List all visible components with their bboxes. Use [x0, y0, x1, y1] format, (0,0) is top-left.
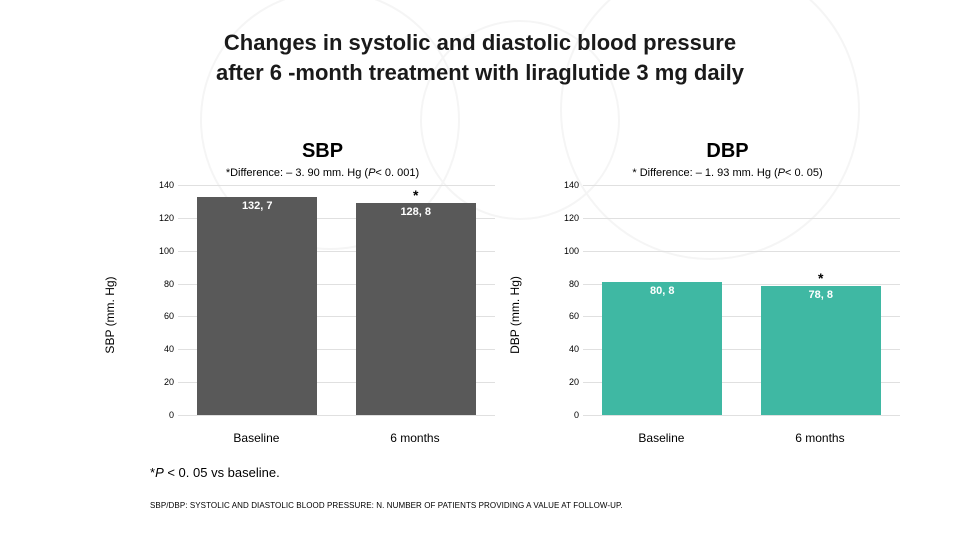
dbp-bar-wrap: 80, 8: [602, 185, 722, 415]
sbp-chart-title: SBP: [150, 140, 495, 163]
sbp-ytick-label: 100: [154, 246, 174, 256]
sbp-ytick-label: 40: [154, 344, 174, 354]
sbp-diff-note: *Difference: – 3. 90 mm. Hg (P< 0. 001): [150, 167, 495, 179]
dbp-x-category-label: Baseline: [638, 431, 684, 445]
dbp-diff-prefix: * Difference: – 1. 93 mm. Hg (: [632, 167, 777, 179]
sbp-x-category-label: 6 months: [390, 431, 439, 445]
footnote-significance: *P < 0. 05 vs baseline.: [150, 465, 280, 480]
sbp-bar: 128, 8*: [356, 203, 476, 415]
sbp-x-labels: Baseline 6 months: [178, 431, 495, 445]
sbp-bar-value-label: 132, 7: [197, 200, 317, 212]
dbp-diff-suffix: < 0. 05): [785, 167, 823, 179]
dbp-bar: 78, 8*: [761, 286, 881, 415]
dbp-y-axis-label: DBP (mm. Hg): [508, 276, 522, 354]
dbp-ytick-label: 60: [559, 311, 579, 321]
dbp-gridline: [583, 415, 900, 416]
sbp-gridline: [178, 415, 495, 416]
dbp-diff-p: P: [778, 167, 785, 179]
dbp-ytick-label: 140: [559, 180, 579, 190]
dbp-ytick-label: 80: [559, 279, 579, 289]
sbp-ytick-label: 80: [154, 279, 174, 289]
sbp-bar-wrap: 132, 7: [197, 185, 317, 415]
sbp-diff-suffix: < 0. 001): [375, 167, 419, 179]
title-line-1: Changes in systolic and diastolic blood …: [60, 28, 900, 58]
dbp-chart: DBP * Difference: – 1. 93 mm. Hg (P< 0. …: [555, 140, 900, 445]
dbp-bar-wrap: 78, 8 *: [761, 185, 881, 415]
sbp-chart: SBP *Difference: – 3. 90 mm. Hg (P< 0. 0…: [150, 140, 495, 445]
footnote-p-italic: P: [155, 465, 164, 480]
sbp-ytick-label: 60: [154, 311, 174, 321]
sbp-x-category-label: Baseline: [233, 431, 279, 445]
dbp-ytick-label: 20: [559, 377, 579, 387]
sbp-ytick-label: 0: [154, 410, 174, 420]
dbp-bar: 80, 8: [602, 282, 722, 415]
sbp-ytick-label: 20: [154, 377, 174, 387]
sbp-bar: 132, 7: [197, 197, 317, 415]
dbp-ytick-label: 100: [559, 246, 579, 256]
dbp-bar-value-label: 80, 8: [602, 285, 722, 297]
dbp-significance-star: *: [761, 270, 881, 286]
sbp-ytick-label: 120: [154, 213, 174, 223]
page-title: Changes in systolic and diastolic blood …: [60, 28, 900, 87]
dbp-chart-title: DBP: [555, 140, 900, 163]
sbp-bar-wrap: 128, 8 *: [356, 185, 476, 415]
sbp-bar-value-label: 128, 8: [356, 206, 476, 218]
dbp-ytick-label: 40: [559, 344, 579, 354]
title-line-2: after 6 -month treatment with liraglutid…: [60, 58, 900, 88]
dbp-x-labels: Baseline 6 months: [583, 431, 900, 445]
dbp-ytick-label: 120: [559, 213, 579, 223]
dbp-bar-value-label: 78, 8: [761, 289, 881, 301]
footnote-rest: < 0. 05 vs baseline.: [164, 465, 280, 480]
sbp-y-axis-label: SBP (mm. Hg): [103, 276, 117, 353]
sbp-ytick-label: 140: [154, 180, 174, 190]
sbp-significance-star: *: [356, 187, 476, 203]
dbp-ytick-label: 0: [559, 410, 579, 420]
sbp-diff-prefix: *Difference: – 3. 90 mm. Hg (: [226, 167, 368, 179]
dbp-diff-note: * Difference: – 1. 93 mm. Hg (P< 0. 05): [555, 167, 900, 179]
dbp-x-category-label: 6 months: [795, 431, 844, 445]
sbp-plot-area: 020406080100120140132, 7128, 8*: [178, 185, 495, 415]
dbp-plot-area: 02040608010012014080, 878, 8*: [583, 185, 900, 415]
footnote-abbreviations: SBP/DBP: SYSTOLIC AND DIASTOLIC BLOOD PR…: [150, 501, 623, 510]
